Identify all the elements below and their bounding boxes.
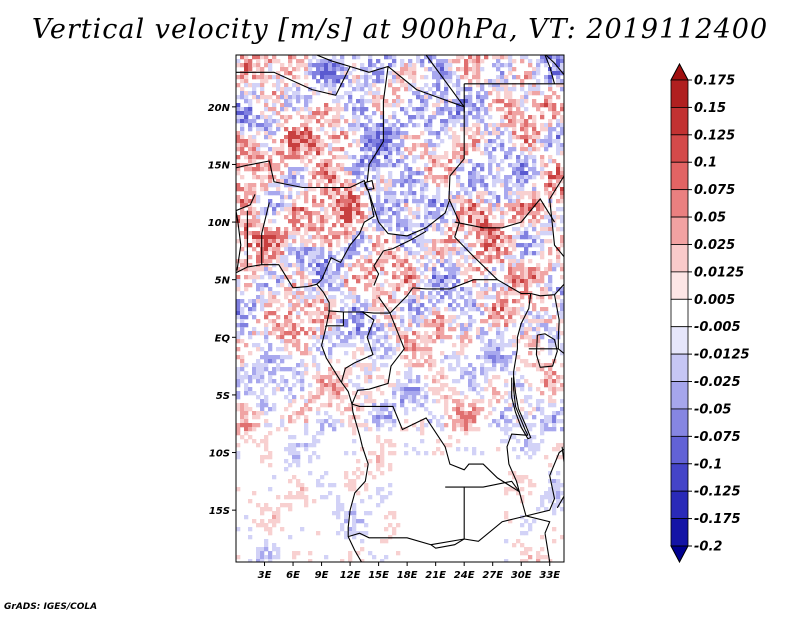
latitude-tick-label: 5S bbox=[216, 391, 230, 402]
colorbar-swatch bbox=[670, 463, 689, 492]
country-borders bbox=[236, 55, 564, 562]
colorbar-swatch bbox=[670, 244, 689, 273]
longitude-tick-label: 12E bbox=[340, 570, 361, 581]
map-frame bbox=[235, 54, 565, 563]
border-line bbox=[316, 55, 351, 68]
border-line bbox=[383, 230, 427, 252]
border-line bbox=[513, 293, 532, 436]
colorbar-label: -0.1 bbox=[694, 457, 722, 472]
latitude-tick-label: 10S bbox=[209, 449, 230, 460]
colorbar-bottom-arrow bbox=[670, 545, 689, 564]
border-line bbox=[528, 348, 564, 354]
colorbar-label: -0.125 bbox=[694, 485, 741, 500]
border-line bbox=[544, 533, 551, 562]
colorbar-swatch bbox=[670, 271, 689, 300]
border-line bbox=[448, 83, 465, 238]
border-line bbox=[366, 66, 389, 182]
colorbar-swatch bbox=[670, 161, 689, 191]
colorbar-swatch bbox=[670, 408, 689, 437]
border-line bbox=[348, 486, 465, 549]
colorbar-label: -0.0125 bbox=[694, 348, 750, 363]
colorbar-swatch bbox=[670, 326, 689, 355]
latitude-tick-label: 5N bbox=[215, 276, 231, 287]
longitude-tick-label: 9E bbox=[315, 570, 329, 581]
colorbar-label: -0.025 bbox=[694, 375, 741, 390]
colorbar-label: -0.075 bbox=[694, 430, 741, 445]
border-line bbox=[378, 279, 498, 314]
colorbar-swatch bbox=[670, 353, 689, 382]
colorbar-swatch bbox=[670, 518, 689, 547]
border-line bbox=[454, 198, 555, 229]
border-line bbox=[373, 250, 384, 286]
latitude-tick-label: 15S bbox=[209, 506, 230, 517]
colorbar-label: 0.025 bbox=[694, 238, 735, 253]
velocity-field bbox=[236, 55, 564, 562]
colorbar-swatch bbox=[670, 189, 689, 218]
border-line bbox=[425, 55, 465, 108]
longitude-tick-label: 6E bbox=[286, 570, 300, 581]
colorbar-swatch bbox=[670, 216, 689, 245]
colorbar-label: 0.15 bbox=[694, 101, 726, 116]
border-line bbox=[561, 446, 564, 467]
colorbar-swatch bbox=[670, 134, 689, 163]
colorbar-swatch bbox=[670, 435, 689, 465]
border-line bbox=[236, 264, 369, 562]
colorbar-label: 0.005 bbox=[694, 293, 735, 308]
colorbar-swatch bbox=[670, 298, 689, 328]
colorbar-label: 0.075 bbox=[694, 183, 735, 198]
colorbar-label: 0.1 bbox=[694, 156, 717, 171]
colorbar-label: -0.05 bbox=[694, 402, 731, 417]
colorbar: 0.175 0.15 0.125 0.1 0.075 0.05 0.025 0.0125 0.0… bbox=[670, 62, 750, 564]
border-line bbox=[544, 55, 556, 84]
latitude-tick-label: 10N bbox=[208, 218, 231, 229]
border-line bbox=[535, 333, 558, 368]
border-line bbox=[521, 448, 564, 518]
longitude-tick-label: 3E bbox=[258, 570, 272, 581]
colorbar-swatch bbox=[670, 107, 689, 136]
longitude-tick-label: 27E bbox=[482, 570, 503, 581]
latitude-tick-label: EQ bbox=[215, 333, 231, 344]
longitude-tick-label: 30E bbox=[511, 570, 532, 581]
longitude-tick-label: 21E bbox=[425, 570, 446, 581]
longitude-tick-label: 24E bbox=[454, 570, 475, 581]
colorbar-label: -0.005 bbox=[694, 320, 741, 335]
colorbar-swatch bbox=[670, 490, 689, 519]
colorbar-label: 0.05 bbox=[694, 211, 726, 226]
colorbar-label: 0.175 bbox=[694, 74, 735, 89]
longitude-tick-label: 15E bbox=[368, 570, 389, 581]
colorbar-label: 0.125 bbox=[694, 128, 735, 143]
grads-credit: GrADS: IGES/COLA bbox=[4, 602, 98, 612]
longitude-tick-label: 18E bbox=[397, 570, 418, 581]
border-line bbox=[511, 376, 532, 440]
border-line bbox=[464, 480, 551, 534]
border-line bbox=[236, 210, 242, 271]
latitude-tick-label: 15N bbox=[208, 160, 231, 171]
latitude-axis: 20N 15N 10N 5N EQ 5S 10S 15S bbox=[208, 103, 236, 517]
latitude-tick-label: 20N bbox=[208, 103, 231, 114]
border-line bbox=[549, 175, 564, 257]
colorbar-label: -0.175 bbox=[694, 512, 741, 527]
border-line bbox=[340, 311, 375, 383]
border-line bbox=[553, 294, 560, 349]
colorbar-label: -0.2 bbox=[694, 540, 722, 555]
border-line bbox=[351, 312, 405, 405]
border-line bbox=[236, 194, 256, 212]
border-line bbox=[363, 179, 375, 191]
longitude-tick-label: 33E bbox=[539, 570, 560, 581]
colorbar-swatch bbox=[670, 381, 689, 410]
border-line bbox=[530, 283, 564, 297]
border-line bbox=[351, 403, 528, 493]
border-line bbox=[368, 193, 451, 237]
chart-title: Vertical velocity [m/s] at 900hPa, VT: 2… bbox=[31, 14, 769, 45]
colorbar-swatch bbox=[670, 79, 689, 108]
colorbar-top-arrow bbox=[670, 62, 689, 81]
border-line bbox=[236, 65, 370, 96]
border-line bbox=[556, 496, 564, 509]
longitude-axis: 3E 6E 9E 12E 15E 18E 21E 24E 27E 30E 33E bbox=[258, 562, 560, 581]
border-line bbox=[430, 516, 522, 546]
border-line bbox=[545, 55, 564, 75]
border-line bbox=[261, 202, 270, 265]
colorbar-label: 0.0125 bbox=[694, 265, 744, 280]
